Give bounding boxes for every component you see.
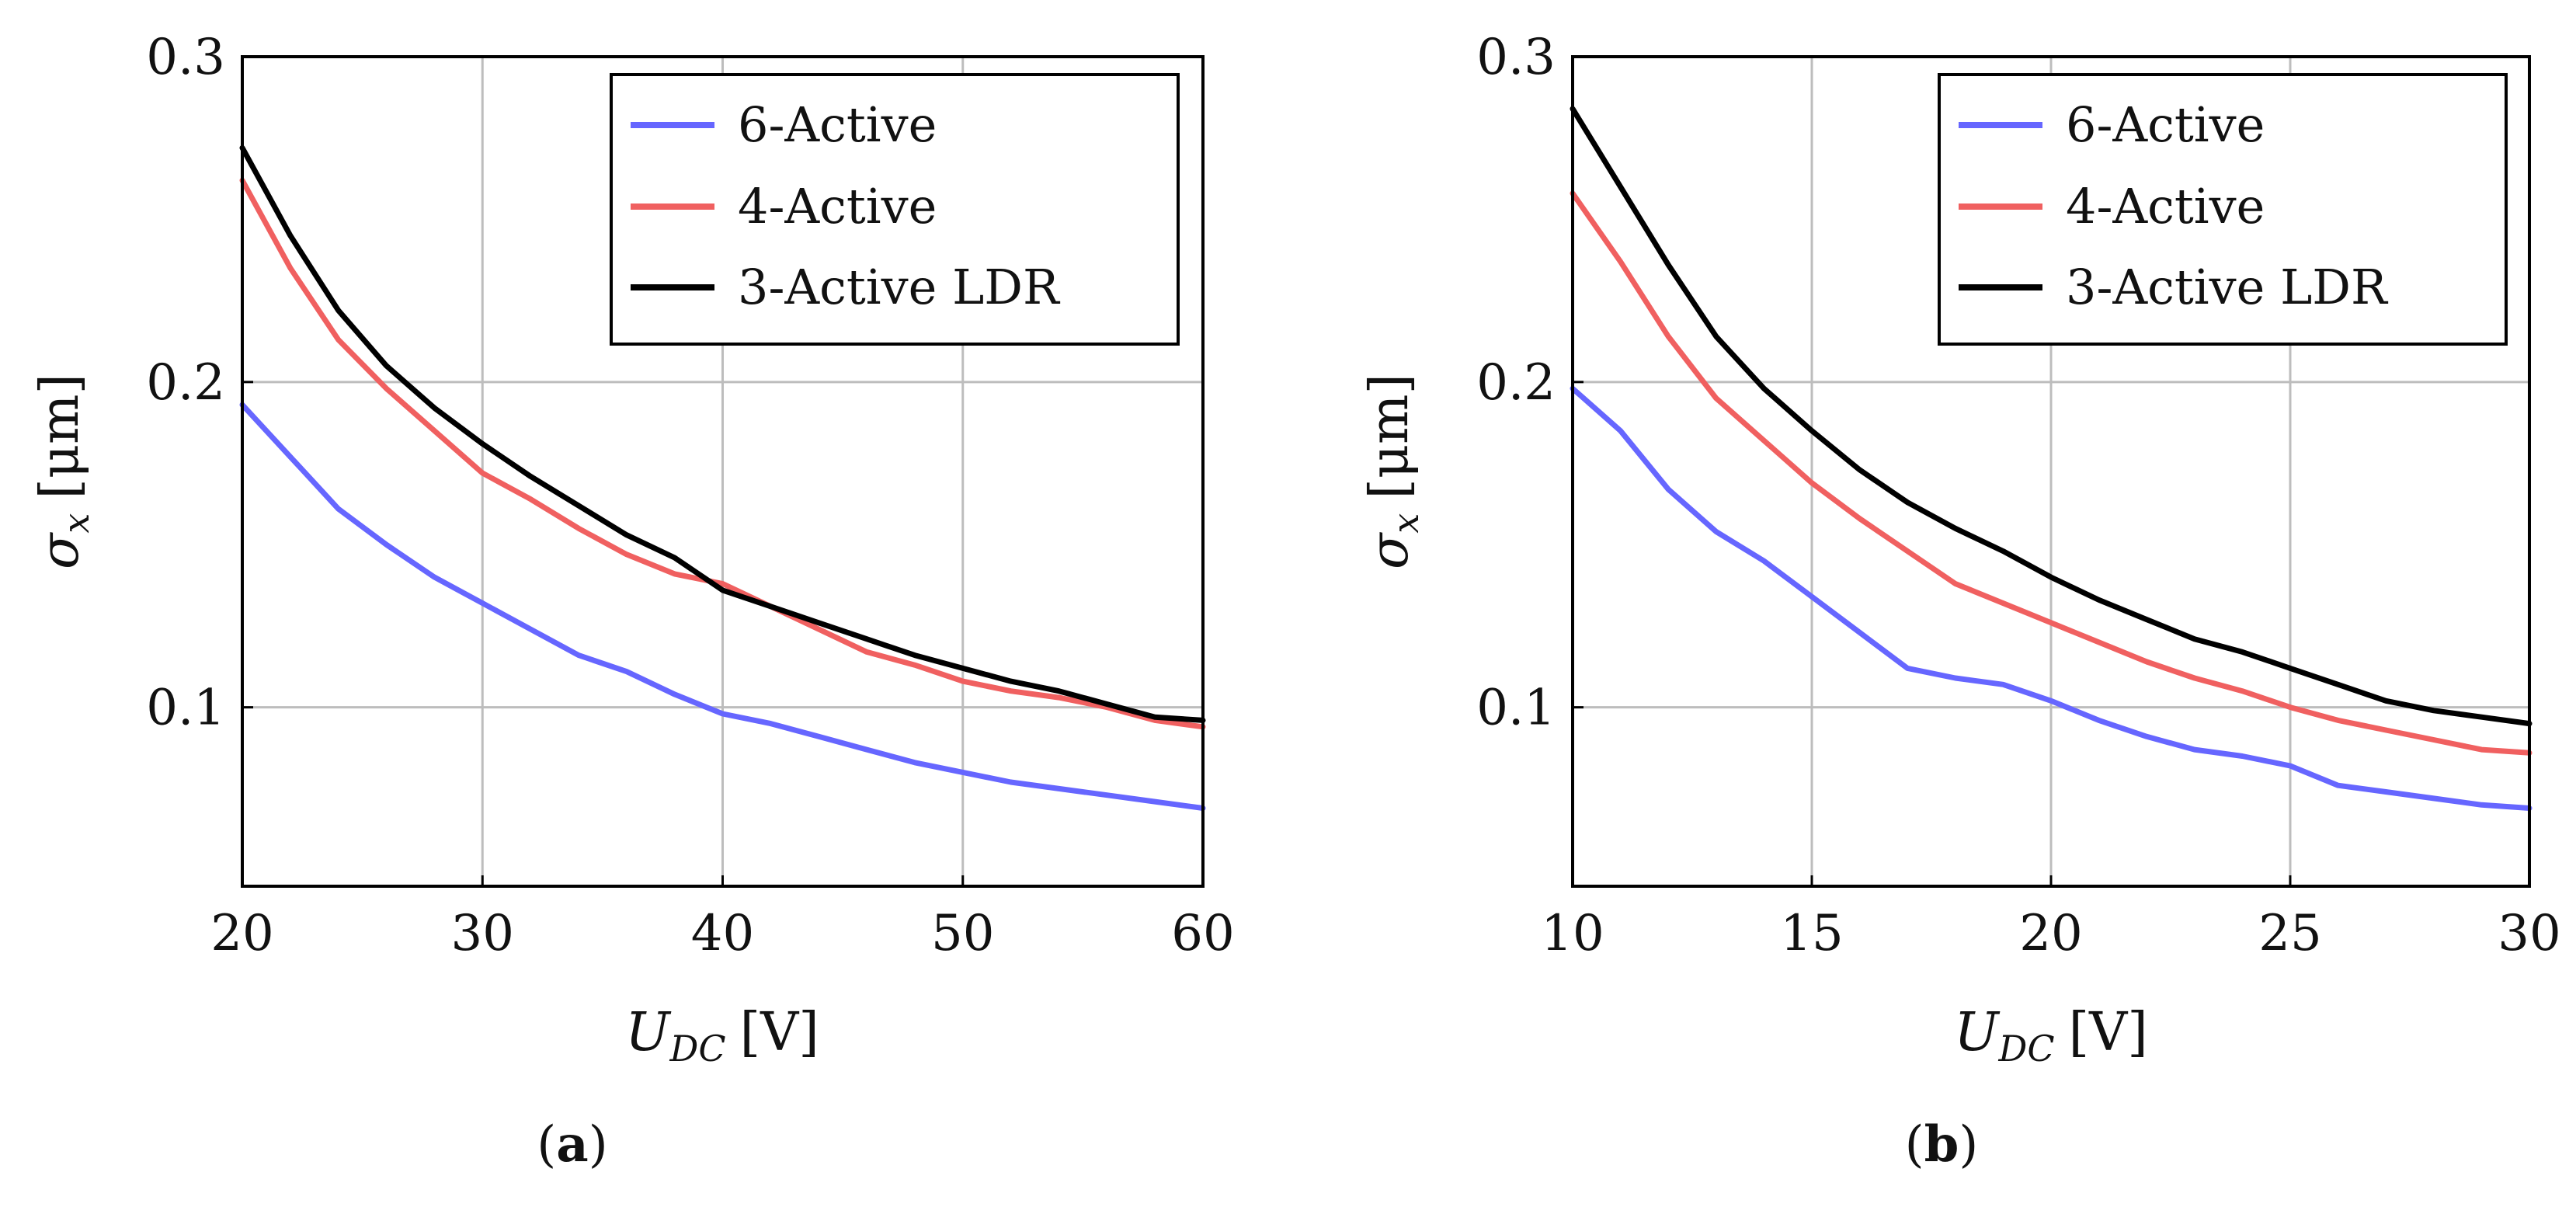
panel-a-legend-label-4-active: 4-Active bbox=[738, 178, 937, 235]
panel-a-series-line-6-active bbox=[239, 402, 1206, 811]
panel-a-series-line-3-active-ldr bbox=[239, 144, 1206, 723]
panel-b-x-tick-label-2: 20 bbox=[2019, 905, 2082, 962]
panel-a-y-axis-label: σx [μm] bbox=[30, 374, 97, 569]
panel-a-legend-label-3-active-ldr: 3-Active LDR bbox=[738, 259, 1061, 315]
panel-a-y-label-unit: [μm] bbox=[30, 374, 91, 499]
panel-b-series-line-4-active bbox=[1570, 190, 2533, 756]
panel-b-x-ticks: 10 15 20 25 30 bbox=[1541, 875, 2561, 962]
panel-b-x-tick-label-0: 10 bbox=[1541, 905, 1604, 962]
panel-a-x-tick-label-4: 60 bbox=[1171, 905, 1234, 962]
panel-a-x-tick-label-1: 30 bbox=[451, 905, 514, 962]
panel-b-x-tick-label-4: 30 bbox=[2498, 905, 2560, 962]
panel-b-x-tick-label-3: 25 bbox=[2258, 905, 2321, 962]
panel-b-legend-label-4-active: 4-Active bbox=[2066, 178, 2265, 235]
panel-a-caption-letter: a bbox=[556, 1115, 588, 1174]
panel-a-y-tick-label-1: 0.2 bbox=[146, 354, 225, 412]
panel-b-caption-letter: b bbox=[1924, 1115, 1959, 1174]
panel-b-caption: (b) bbox=[1905, 1115, 1979, 1174]
panel-a-y-tick-label-2: 0.3 bbox=[146, 29, 225, 86]
panel-b-series-line-6-active bbox=[1570, 385, 2533, 811]
panel-b: 10 15 20 25 30 0.1 0.2 0.3 UDC [V] σx [μm] 6-Act… bbox=[1359, 29, 2561, 1174]
panel-a: 20 30 40 50 60 0.1 0.2 0.3 UDC [V] σx [μm] 6-Act… bbox=[30, 29, 1235, 1174]
panel-b-y-tick-label-0: 0.1 bbox=[1476, 680, 1556, 737]
panel-b-y-label-unit: [μm] bbox=[1359, 374, 1420, 499]
panel-a-x-label-main: U bbox=[625, 1002, 672, 1063]
panel-b-y-tick-label-1: 0.2 bbox=[1476, 354, 1556, 412]
panel-b-y-tick-label-2: 0.3 bbox=[1476, 29, 1556, 86]
panel-b-x-axis-label: UDC [V] bbox=[1954, 1002, 2148, 1070]
panel-a-legend: 6-Active 4-Active 3-Active LDR bbox=[610, 73, 1180, 346]
panel-a-series bbox=[239, 144, 1206, 811]
panel-a-x-axis-label: UDC [V] bbox=[625, 1002, 819, 1070]
panel-b-legend-label-6-active: 6-Active bbox=[2066, 96, 2265, 153]
panel-a-y-label-sub: x bbox=[55, 513, 97, 534]
panel-b-legend-label-3-active-ldr: 3-Active LDR bbox=[2066, 259, 2389, 315]
panel-a-y-ticks: 0.1 0.2 0.3 bbox=[146, 29, 253, 737]
panel-a-x-ticks: 20 30 40 50 60 bbox=[210, 875, 1235, 962]
panel-a-y-tick-label-0: 0.1 bbox=[146, 680, 225, 737]
panel-b-x-tick-label-1: 15 bbox=[1780, 905, 1843, 962]
panel-b-series-line-3-active-ldr bbox=[1570, 106, 2533, 727]
panel-b-y-axis-label: σx [μm] bbox=[1359, 374, 1427, 569]
panel-b-x-label-unit: [V] bbox=[2069, 1002, 2148, 1063]
panel-a-x-label-unit: [V] bbox=[740, 1002, 819, 1063]
panel-a-caption: (a) bbox=[537, 1115, 607, 1174]
panel-a-legend-label-6-active: 6-Active bbox=[738, 96, 937, 153]
panel-b-legend: 6-Active 4-Active 3-Active LDR bbox=[1938, 73, 2508, 346]
panel-b-x-label-main: U bbox=[1954, 1002, 2001, 1063]
panel-a-x-tick-label-2: 40 bbox=[691, 905, 754, 962]
panel-b-y-label-sub: x bbox=[1385, 513, 1427, 534]
panel-a-x-tick-label-3: 50 bbox=[931, 905, 994, 962]
panel-a-x-tick-label-0: 20 bbox=[210, 905, 273, 962]
panel-b-y-label-main: σ bbox=[1359, 532, 1420, 569]
panel-b-x-label-sub: DC bbox=[1998, 1028, 2055, 1070]
panel-a-x-label-sub: DC bbox=[669, 1028, 726, 1070]
panel-a-series-line-4-active bbox=[239, 177, 1206, 730]
panel-b-series bbox=[1570, 106, 2533, 811]
panel-b-y-ticks: 0.1 0.2 0.3 bbox=[1476, 29, 1583, 737]
panel-a-y-label-main: σ bbox=[30, 532, 91, 569]
